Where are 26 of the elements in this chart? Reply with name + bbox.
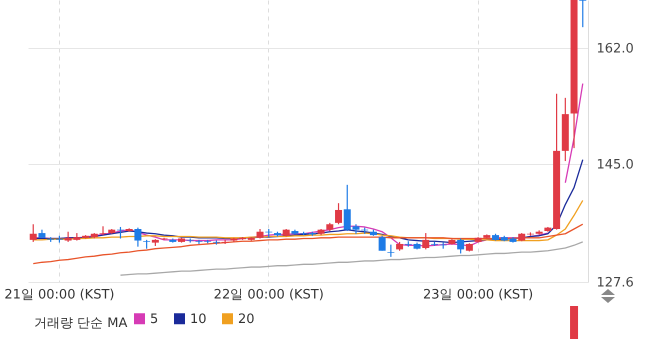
x-tick-label: 21일 00:00 (KST) — [4, 288, 114, 302]
candlestick — [440, 242, 447, 250]
candlestick — [30, 224, 37, 243]
legend-label: 20 — [238, 312, 255, 327]
candlestick — [378, 235, 386, 252]
candlestick — [457, 238, 464, 254]
candlestick — [64, 231, 72, 243]
candlestick — [387, 244, 394, 258]
candlestick — [47, 236, 54, 243]
candlestick — [134, 227, 142, 248]
line-series — [32, 224, 584, 264]
legend-label: 10 — [190, 312, 207, 327]
candlestick — [256, 228, 264, 240]
x-tick-label: 23일 00:00 (KST) — [423, 288, 534, 302]
y-tick-label: 162.0 — [596, 42, 634, 57]
legend-title: 거래량 단순 MA — [34, 316, 128, 331]
candlestick — [361, 227, 368, 234]
legend-label: 5 — [150, 312, 158, 327]
y-tick-label: 145.0 — [596, 157, 634, 172]
line-series — [120, 241, 584, 276]
y-tick-label: 127.6 — [596, 276, 634, 290]
candlestick — [422, 232, 430, 250]
candlestick — [116, 226, 124, 240]
x-tick-label: 22일 00:00 (KST) — [214, 288, 324, 302]
candlestick — [335, 202, 342, 225]
candlestick — [265, 228, 272, 238]
